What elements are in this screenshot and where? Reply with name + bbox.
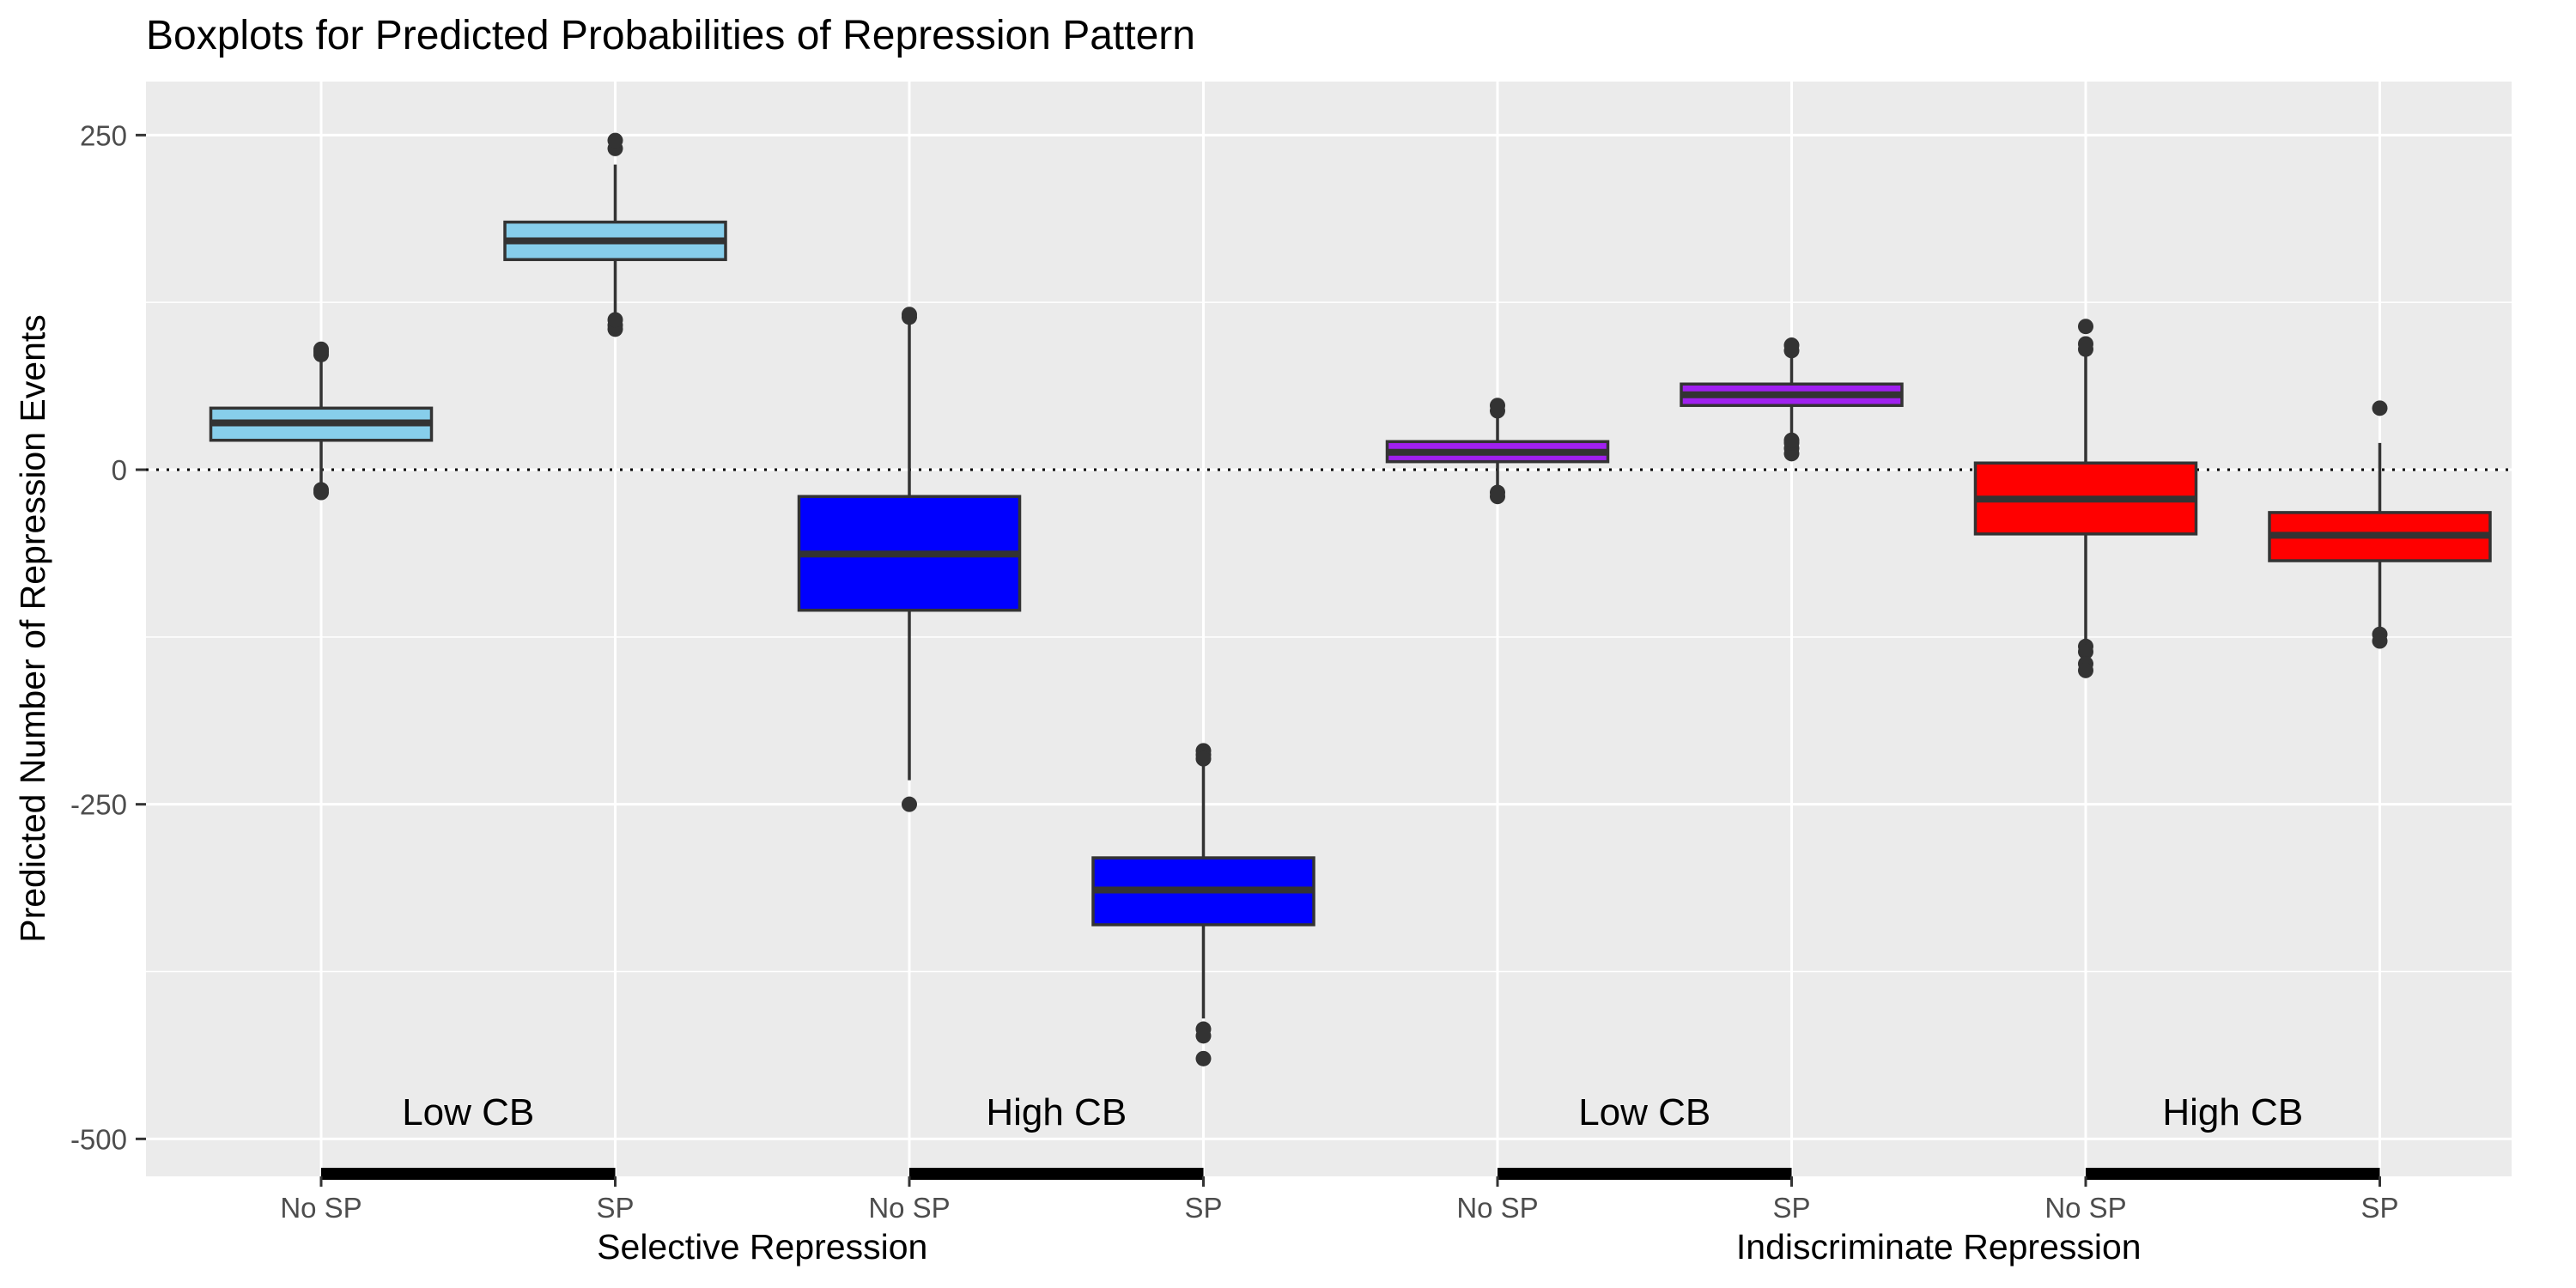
- outlier-point: [607, 312, 623, 328]
- x-tick-label: SP: [596, 1192, 634, 1224]
- x-group-label: Selective Repression: [597, 1227, 927, 1267]
- outlier-point: [313, 484, 329, 501]
- x-tick-label: No SP: [280, 1192, 361, 1224]
- x-group-labels: Selective Repression Indiscriminate Repre…: [597, 1227, 2141, 1267]
- x-tick-label: SP: [1184, 1192, 1222, 1224]
- x-tick-label: No SP: [868, 1192, 950, 1224]
- box-3: [797, 307, 1022, 812]
- box-1: [209, 341, 434, 501]
- y-tick-label: -500: [70, 1123, 127, 1155]
- outlier-point: [1490, 398, 1505, 414]
- boxes-layer: [209, 132, 2492, 1066]
- box-4: [1091, 743, 1315, 1066]
- y-tick-label: 0: [112, 454, 127, 486]
- x-axis: No SP SP No SP SP No SP SP No SP SP: [280, 1176, 2399, 1224]
- minor-gridlines: [146, 301, 2512, 973]
- outlier-point: [1490, 489, 1505, 505]
- plot-panel: [146, 82, 2512, 1176]
- x-group-label: Indiscriminate Repression: [1736, 1227, 2142, 1267]
- outlier-point: [313, 341, 329, 357]
- outlier-point: [2078, 336, 2093, 352]
- outlier-point: [1783, 337, 1800, 354]
- annotation-label: Low CB: [1578, 1091, 1710, 1133]
- annotations-layer: Low CB High CB Low CB High CB: [321, 1091, 2380, 1180]
- box-8: [2268, 400, 2492, 649]
- outlier-point: [1783, 432, 1800, 448]
- x-tick-label: SP: [1772, 1192, 1810, 1224]
- box-5: [1385, 398, 1610, 505]
- annotation-label: High CB: [2162, 1091, 2303, 1133]
- outlier-point: [902, 796, 917, 812]
- x-tick-label: No SP: [2044, 1192, 2126, 1224]
- annotation-label: Low CB: [402, 1091, 534, 1133]
- box-2: [503, 132, 727, 337]
- outlier-point: [607, 132, 623, 149]
- outlier-point: [1195, 750, 1212, 767]
- x-tick-label: No SP: [1456, 1192, 1538, 1224]
- outlier-point: [1195, 1028, 1212, 1044]
- outlier-point: [2372, 400, 2388, 416]
- box-7: [1973, 319, 2198, 678]
- outlier-point: [2372, 633, 2388, 649]
- y-tick-label: -250: [70, 789, 127, 821]
- outlier-point: [1195, 1050, 1212, 1066]
- annotation-label: High CB: [986, 1091, 1127, 1133]
- outlier-point: [2078, 643, 2093, 659]
- chart-title: Boxplots for Predicted Probabilities of …: [146, 13, 1195, 58]
- box-6: [1680, 337, 1904, 462]
- y-axis-title: Predicted Number of Repression Events: [13, 314, 52, 943]
- y-tick-label: 250: [80, 119, 127, 151]
- x-tick-label: SP: [2360, 1192, 2398, 1224]
- y-axis: 250 0 -250 -500: [70, 119, 146, 1155]
- outlier-point: [2078, 662, 2093, 678]
- outlier-point: [902, 307, 917, 323]
- outlier-point: [2078, 319, 2093, 335]
